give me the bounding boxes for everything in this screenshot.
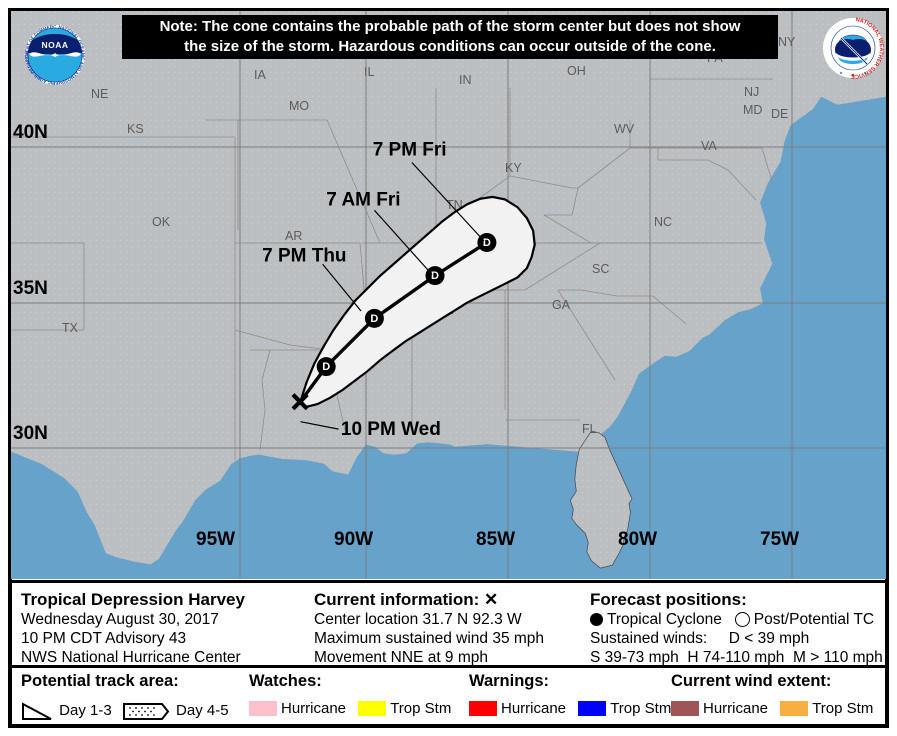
svg-text:95W: 95W [196,529,235,550]
svg-text:40N: 40N [13,122,48,143]
svg-text:AR: AR [285,229,302,243]
svg-text:35N: 35N [13,278,48,299]
svg-text:GA: GA [552,298,571,312]
svg-text:OK: OK [152,215,171,229]
svg-text:D: D [483,237,491,249]
svg-text:80W: 80W [618,529,657,550]
svg-text:VA: VA [701,139,717,153]
svg-text:85W: 85W [476,529,515,550]
svg-text:TX: TX [62,321,79,335]
svg-text:DE: DE [771,107,788,121]
svg-text:7 PM Fri: 7 PM Fri [373,139,447,160]
svg-text:NY: NY [778,35,796,49]
svg-text:KY: KY [505,161,522,175]
svg-text:FL: FL [582,422,597,436]
svg-text:7 AM Fri: 7 AM Fri [326,189,400,210]
svg-text:WV: WV [614,122,635,136]
svg-text:D: D [431,270,439,282]
svg-text:SC: SC [592,262,609,276]
svg-text:IN: IN [459,73,472,87]
svg-text:OH: OH [567,64,586,78]
svg-text:D: D [322,361,330,373]
svg-text:NOAA: NOAA [41,40,68,50]
svg-text:IA: IA [254,68,266,82]
svg-text:MO: MO [289,99,309,113]
svg-text:IL: IL [364,65,374,79]
svg-text:NJ: NJ [744,85,759,99]
svg-text:30N: 30N [13,423,48,444]
svg-text:NC: NC [654,215,672,229]
svg-text:MD: MD [743,103,762,117]
svg-text:NE: NE [91,87,108,101]
svg-text:75W: 75W [760,529,799,550]
svg-text:90W: 90W [334,529,373,550]
svg-text:10 PM Wed: 10 PM Wed [341,419,441,440]
svg-text:KS: KS [127,122,144,136]
svg-text:7 PM Thu: 7 PM Thu [262,246,346,267]
svg-text:D: D [370,313,378,325]
